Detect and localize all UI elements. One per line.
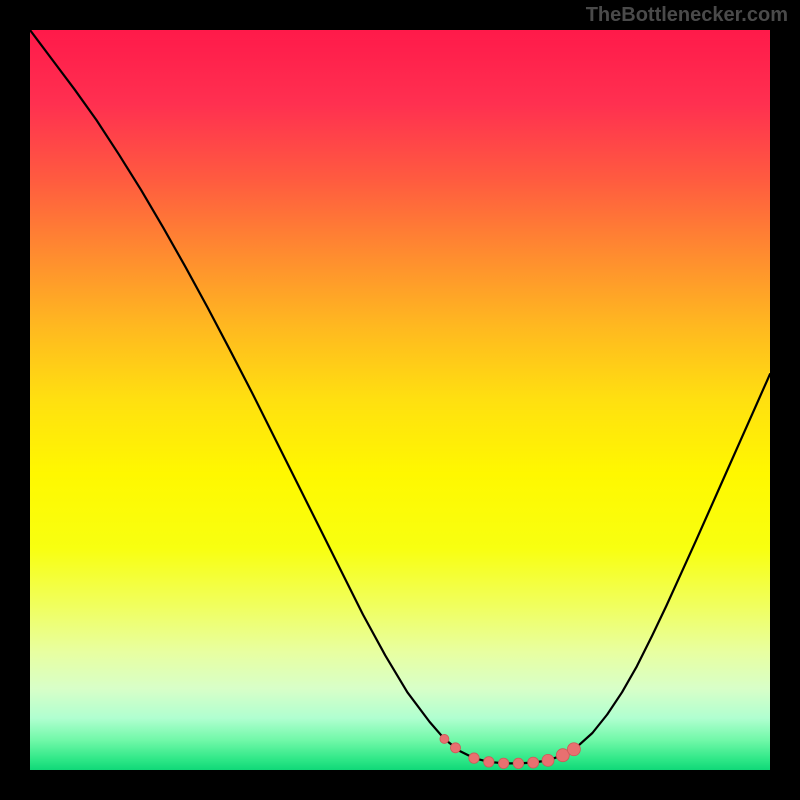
- chart-svg: [30, 30, 770, 770]
- marker-point: [451, 743, 461, 753]
- attribution-text: TheBottlenecker.com: [586, 4, 788, 27]
- marker-point: [469, 753, 479, 763]
- marker-point: [484, 757, 494, 767]
- bottleneck-curve: [30, 30, 770, 763]
- marker-point: [528, 757, 539, 768]
- marker-point: [542, 754, 554, 766]
- plot-area: [30, 30, 770, 770]
- marker-point: [567, 743, 580, 756]
- marker-point: [513, 758, 523, 768]
- marker-point: [498, 758, 508, 768]
- marker-point: [440, 734, 449, 743]
